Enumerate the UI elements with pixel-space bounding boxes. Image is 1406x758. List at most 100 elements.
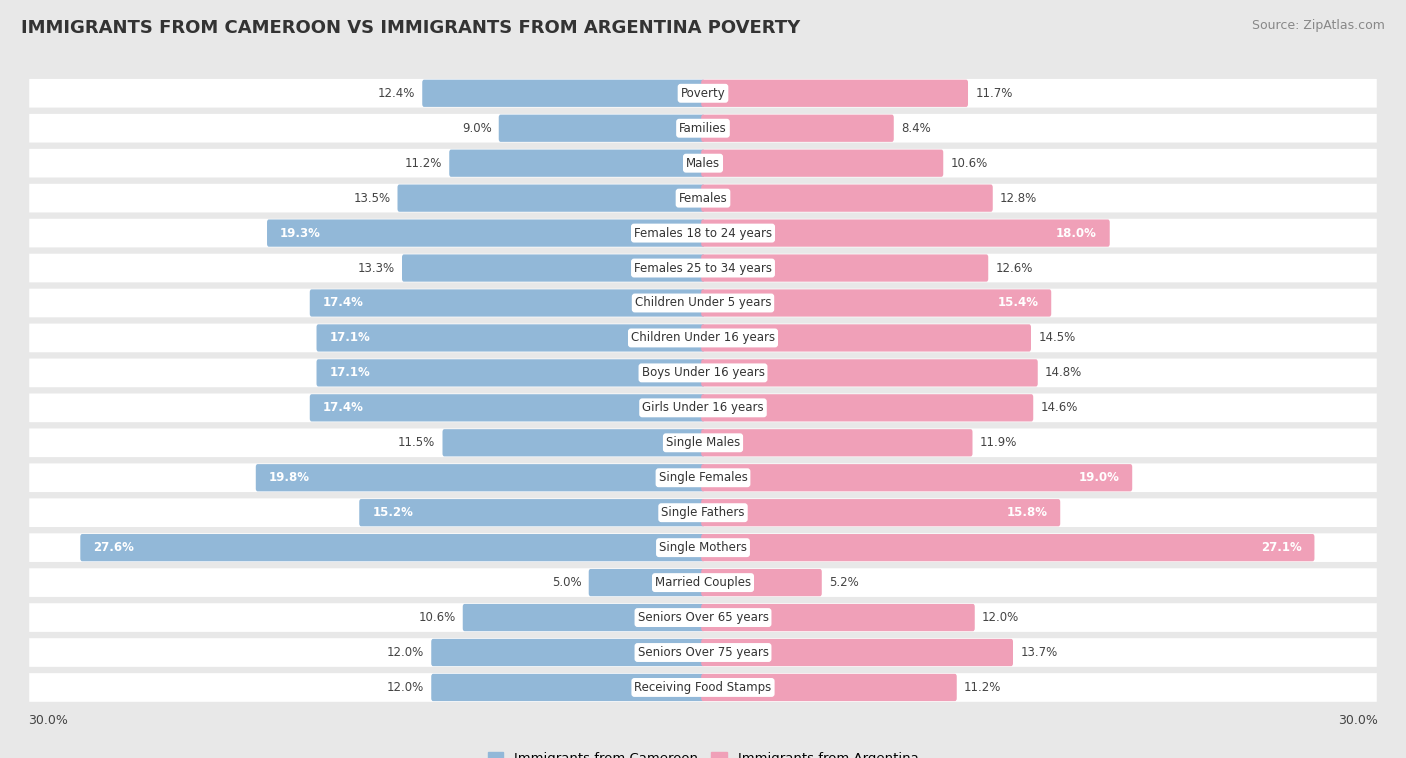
FancyBboxPatch shape [702,569,821,597]
FancyBboxPatch shape [30,149,1376,177]
Text: 9.0%: 9.0% [461,122,492,135]
FancyBboxPatch shape [30,603,1376,632]
FancyBboxPatch shape [30,534,1376,562]
FancyBboxPatch shape [443,429,704,456]
FancyBboxPatch shape [30,393,1376,422]
FancyBboxPatch shape [463,604,704,631]
FancyBboxPatch shape [702,464,1132,491]
Text: 14.5%: 14.5% [1038,331,1076,344]
Text: 12.0%: 12.0% [387,681,425,694]
FancyBboxPatch shape [702,359,1038,387]
Text: 8.4%: 8.4% [901,122,931,135]
FancyBboxPatch shape [30,183,1376,212]
FancyBboxPatch shape [30,219,1376,247]
FancyBboxPatch shape [702,290,1052,317]
Text: Single Fathers: Single Fathers [661,506,745,519]
Text: 5.0%: 5.0% [553,576,582,589]
Text: 13.5%: 13.5% [353,192,391,205]
FancyBboxPatch shape [702,534,1315,561]
FancyBboxPatch shape [360,499,704,526]
FancyBboxPatch shape [398,184,704,211]
FancyBboxPatch shape [30,254,1376,283]
FancyBboxPatch shape [432,639,704,666]
FancyBboxPatch shape [30,114,1376,143]
Text: Seniors Over 75 years: Seniors Over 75 years [637,646,769,659]
Text: 19.8%: 19.8% [269,471,309,484]
Text: Children Under 5 years: Children Under 5 years [634,296,772,309]
FancyBboxPatch shape [432,674,704,701]
FancyBboxPatch shape [450,149,704,177]
FancyBboxPatch shape [309,290,704,317]
FancyBboxPatch shape [30,359,1376,387]
Text: 30.0%: 30.0% [1339,714,1378,727]
Text: 10.6%: 10.6% [419,611,456,624]
Text: 12.0%: 12.0% [981,611,1019,624]
Text: 14.8%: 14.8% [1045,366,1083,380]
Text: 15.8%: 15.8% [1007,506,1047,519]
Text: 12.0%: 12.0% [387,646,425,659]
Text: 13.7%: 13.7% [1021,646,1057,659]
Text: IMMIGRANTS FROM CAMEROON VS IMMIGRANTS FROM ARGENTINA POVERTY: IMMIGRANTS FROM CAMEROON VS IMMIGRANTS F… [21,19,800,37]
FancyBboxPatch shape [30,428,1376,457]
FancyBboxPatch shape [256,464,704,491]
Text: Females 25 to 34 years: Females 25 to 34 years [634,262,772,274]
Text: 11.7%: 11.7% [976,86,1012,100]
Text: 11.2%: 11.2% [965,681,1001,694]
FancyBboxPatch shape [30,673,1376,702]
FancyBboxPatch shape [702,220,1109,246]
Text: Girls Under 16 years: Girls Under 16 years [643,401,763,415]
FancyBboxPatch shape [30,638,1376,667]
FancyBboxPatch shape [702,394,1033,421]
Text: 19.0%: 19.0% [1078,471,1119,484]
FancyBboxPatch shape [702,604,974,631]
Text: Families: Families [679,122,727,135]
Text: 11.5%: 11.5% [398,437,436,449]
Text: Receiving Food Stamps: Receiving Food Stamps [634,681,772,694]
FancyBboxPatch shape [402,255,704,282]
Text: Poverty: Poverty [681,86,725,100]
Text: 12.4%: 12.4% [378,86,415,100]
Text: Source: ZipAtlas.com: Source: ZipAtlas.com [1251,19,1385,32]
FancyBboxPatch shape [589,569,704,597]
Legend: Immigrants from Cameroon, Immigrants from Argentina: Immigrants from Cameroon, Immigrants fro… [482,747,924,758]
FancyBboxPatch shape [702,149,943,177]
Text: Married Couples: Married Couples [655,576,751,589]
Text: 10.6%: 10.6% [950,157,987,170]
Text: Children Under 16 years: Children Under 16 years [631,331,775,344]
Text: 19.3%: 19.3% [280,227,321,240]
Text: Males: Males [686,157,720,170]
Text: 11.2%: 11.2% [405,157,441,170]
FancyBboxPatch shape [30,568,1376,597]
FancyBboxPatch shape [702,324,1031,352]
Text: 17.4%: 17.4% [323,296,364,309]
FancyBboxPatch shape [702,255,988,282]
Text: 15.2%: 15.2% [373,506,413,519]
Text: 12.6%: 12.6% [995,262,1033,274]
FancyBboxPatch shape [316,359,704,387]
FancyBboxPatch shape [30,289,1376,318]
FancyBboxPatch shape [422,80,704,107]
Text: Boys Under 16 years: Boys Under 16 years [641,366,765,380]
Text: Seniors Over 65 years: Seniors Over 65 years [637,611,769,624]
FancyBboxPatch shape [702,184,993,211]
Text: 30.0%: 30.0% [28,714,67,727]
Text: 17.1%: 17.1% [329,331,370,344]
FancyBboxPatch shape [30,463,1376,492]
FancyBboxPatch shape [702,80,967,107]
Text: 15.4%: 15.4% [997,296,1038,309]
FancyBboxPatch shape [267,220,704,246]
Text: 18.0%: 18.0% [1056,227,1097,240]
FancyBboxPatch shape [316,324,704,352]
FancyBboxPatch shape [309,394,704,421]
FancyBboxPatch shape [702,674,956,701]
Text: Females 18 to 24 years: Females 18 to 24 years [634,227,772,240]
FancyBboxPatch shape [80,534,704,561]
Text: 12.8%: 12.8% [1000,192,1038,205]
FancyBboxPatch shape [30,79,1376,108]
FancyBboxPatch shape [499,114,704,142]
Text: Females: Females [679,192,727,205]
Text: 27.6%: 27.6% [93,541,134,554]
Text: 13.3%: 13.3% [357,262,395,274]
FancyBboxPatch shape [30,324,1376,352]
Text: 11.9%: 11.9% [980,437,1017,449]
